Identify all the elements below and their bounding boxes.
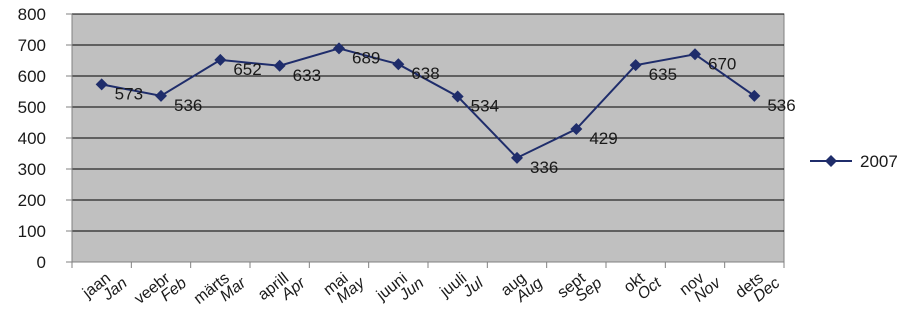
legend: 2007	[810, 152, 898, 171]
y-tick-label: 700	[18, 36, 46, 55]
plot-area	[71, 13, 785, 263]
data-point-marker	[392, 58, 405, 71]
data-label: 638	[411, 64, 439, 83]
data-point-marker	[273, 59, 286, 72]
data-label: 652	[233, 60, 261, 79]
legend-label: 2007	[860, 152, 898, 171]
data-label: 336	[530, 158, 558, 177]
y-tick-label: 500	[18, 98, 46, 117]
y-tick-label: 400	[18, 129, 46, 148]
data-label: 670	[708, 54, 736, 73]
y-tick-label: 0	[37, 253, 46, 272]
data-point-marker	[689, 48, 701, 61]
y-axis: 0 100 200 300 400 500 600 700 800	[18, 5, 72, 272]
y-tick-label: 200	[18, 191, 46, 210]
data-label: 534	[471, 96, 499, 115]
y-tick-label: 600	[18, 67, 46, 86]
data-point-marker	[155, 89, 167, 102]
data-point-marker	[451, 90, 464, 103]
y-tick-label: 800	[18, 5, 46, 24]
data-point-marker	[570, 123, 583, 136]
data-label: 536	[174, 96, 202, 115]
data-label: 536	[767, 96, 795, 115]
data-label: 633	[293, 66, 321, 85]
y-tick-label: 300	[18, 160, 46, 179]
data-point-marker	[748, 89, 761, 102]
data-point-marker	[511, 151, 523, 164]
data-label: 689	[352, 48, 380, 67]
data-label: 573	[115, 84, 143, 103]
data-labels: 573 536 652 633 689 638 534 336 429 635 670 536	[115, 48, 796, 176]
series-2007	[95, 42, 761, 164]
y-tick-label: 100	[18, 222, 46, 241]
data-point-marker	[333, 42, 345, 55]
data-label: 635	[649, 65, 677, 84]
data-point-marker	[629, 59, 642, 72]
data-point-marker	[214, 53, 227, 66]
data-point-marker	[95, 78, 108, 91]
series-line	[101, 47, 755, 160]
data-label: 429	[589, 129, 617, 148]
legend-marker-icon	[825, 155, 837, 167]
